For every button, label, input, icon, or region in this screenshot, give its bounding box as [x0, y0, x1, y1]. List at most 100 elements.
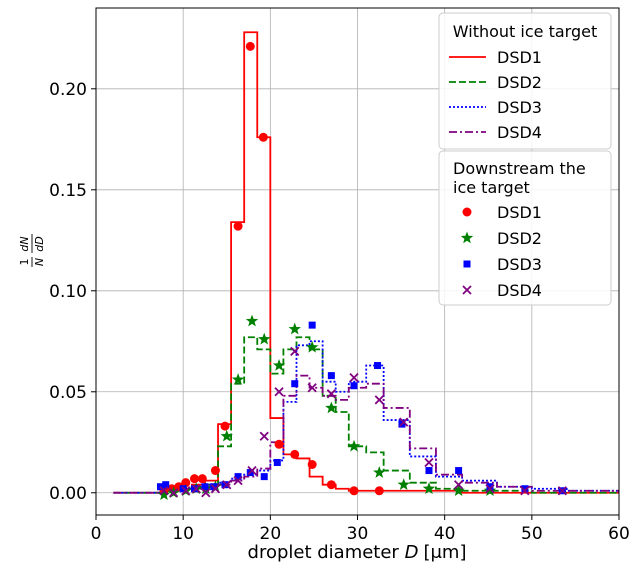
- marker-dsd4-point: [274, 387, 284, 397]
- marker-dsd4-point: [349, 373, 359, 383]
- marker-dsd2-point: [347, 439, 361, 452]
- marker-dsd4-point: [453, 480, 464, 490]
- marker-dsd1-point: [349, 486, 359, 496]
- marker-dsd2-point: [258, 332, 271, 345]
- legend2-entry-label: DSD4: [497, 281, 542, 300]
- legend-without-ice-target: Without ice target DSD1 DSD2 DSD3 DSD4: [438, 12, 612, 150]
- legend2-title-line2: ice target: [453, 178, 530, 197]
- legend1-entry-label: DSD4: [497, 123, 542, 142]
- marker-dsd2-point: [157, 488, 171, 501]
- legend2-entry-label: DSD2: [497, 229, 542, 248]
- y-tick-label: 0.05: [49, 383, 87, 403]
- marker-dsd4-point: [259, 431, 269, 441]
- marker-dsd4-point: [307, 383, 317, 393]
- marker-dsd3-point: [221, 481, 229, 489]
- marker-dsd4-point: [233, 476, 243, 486]
- marker-dsd4-point: [290, 346, 300, 357]
- legend2-marker-swatch: [462, 207, 472, 217]
- scatter-markers: [157, 41, 567, 501]
- marker-dsd4-point: [557, 486, 567, 496]
- marker-dsd4-point: [168, 488, 179, 498]
- marker-dsd3-point: [374, 362, 382, 370]
- marker-dsd4-point: [424, 457, 434, 468]
- x-tick-label: 20: [260, 524, 282, 544]
- y-tick-label: 0.10: [49, 282, 87, 302]
- svg-text:dN: dN: [18, 236, 31, 251]
- marker-dsd1-point: [374, 486, 384, 496]
- marker-dsd2-point: [220, 429, 233, 442]
- x-axis-label: droplet diameter D [μm]: [248, 542, 467, 563]
- y-axis-ticks: 0.00 0.05 0.10 0.15 0.20: [49, 80, 96, 504]
- marker-dsd3-point: [308, 321, 316, 329]
- marker-dsd3-point: [425, 467, 433, 475]
- marker-dsd4-point: [326, 389, 336, 399]
- marker-dsd4-point: [191, 484, 201, 494]
- marker-dsd2-point: [422, 482, 436, 494]
- legend1-entry-label: DSD3: [497, 98, 542, 117]
- marker-dsd1-point: [210, 466, 220, 476]
- marker-dsd3-point: [234, 473, 242, 481]
- marker-dsd1-point: [197, 474, 207, 484]
- legend2-entry-label: DSD3: [497, 255, 542, 274]
- marker-dsd1-point: [245, 41, 255, 51]
- y-tick-label: 0.20: [49, 80, 87, 100]
- marker-dsd2-point: [397, 478, 410, 490]
- marker-dsd4-point: [485, 484, 495, 494]
- marker-dsd3-point: [350, 382, 358, 390]
- marker-dsd1-point: [233, 221, 243, 231]
- y-axis-label: 1 N dN dD: [18, 234, 46, 267]
- legend-downstream-ice-target: Downstream the ice target DSD1 DSD2 DSD3 DS…: [438, 150, 612, 306]
- marker-dsd3-point: [273, 458, 281, 466]
- legend2-marker-swatch: [460, 231, 474, 244]
- marker-dsd1-point: [290, 449, 300, 459]
- legend2-entry-label: DSD1: [497, 203, 542, 222]
- marker-dsd4-point: [159, 486, 169, 496]
- marker-dsd4-point: [210, 484, 221, 494]
- marker-dsd2-point: [272, 359, 286, 371]
- marker-dsd3-point: [201, 483, 209, 491]
- x-tick-label: 30: [347, 524, 369, 544]
- legend1-entry-label: DSD1: [497, 48, 542, 67]
- marker-dsd2-point: [231, 373, 245, 385]
- marker-dsd3-point: [162, 481, 170, 489]
- marker-dsd3-point: [327, 372, 335, 380]
- marker-dsd1-point: [189, 474, 199, 484]
- legend2-marker-swatch: [462, 285, 472, 295]
- legend2-marker-swatch: [463, 260, 471, 268]
- marker-dsd2-point: [452, 484, 465, 497]
- marker-dsd4-point: [399, 417, 409, 427]
- marker-dsd4-point: [520, 486, 530, 496]
- x-tick-label: 0: [91, 524, 102, 544]
- legend1-title: Without ice target: [453, 22, 597, 41]
- marker-dsd1-point: [307, 460, 317, 470]
- marker-dsd2-point: [305, 340, 319, 353]
- marker-dsd2-point: [288, 322, 301, 335]
- marker-dsd1-point: [274, 439, 284, 449]
- marker-dsd3-point: [291, 380, 299, 388]
- y-tick-label: 0.15: [49, 181, 87, 201]
- marker-dsd2-point: [325, 401, 338, 414]
- marker-dsd3-point: [521, 485, 529, 493]
- marker-dsd4-point: [222, 480, 232, 490]
- x-tick-label: 50: [521, 524, 543, 544]
- svg-text:1: 1: [18, 259, 31, 266]
- marker-dsd3-point: [486, 483, 494, 491]
- x-tick-label: 40: [434, 524, 456, 544]
- marker-dsd3-point: [260, 473, 268, 481]
- y-tick-label: 0.00: [49, 484, 87, 504]
- marker-dsd2-point: [245, 314, 259, 327]
- marker-dsd4-point: [181, 486, 191, 496]
- svg-text:dD: dD: [33, 236, 46, 251]
- marker-dsd1-point: [181, 478, 191, 488]
- x-tick-label: 60: [608, 524, 630, 544]
- x-axis-ticks: 0 10 20 30 40 50 60: [91, 515, 630, 544]
- marker-dsd3-point: [190, 485, 198, 493]
- step-line-dsd4: [113, 374, 619, 494]
- marker-dsd4-point: [201, 488, 211, 498]
- x-tick-label: 10: [172, 524, 194, 544]
- marker-dsd1-point: [220, 421, 230, 431]
- legend1-entry-label: DSD2: [497, 73, 542, 92]
- marker-dsd4-point: [247, 465, 257, 476]
- marker-dsd3-point: [455, 467, 463, 475]
